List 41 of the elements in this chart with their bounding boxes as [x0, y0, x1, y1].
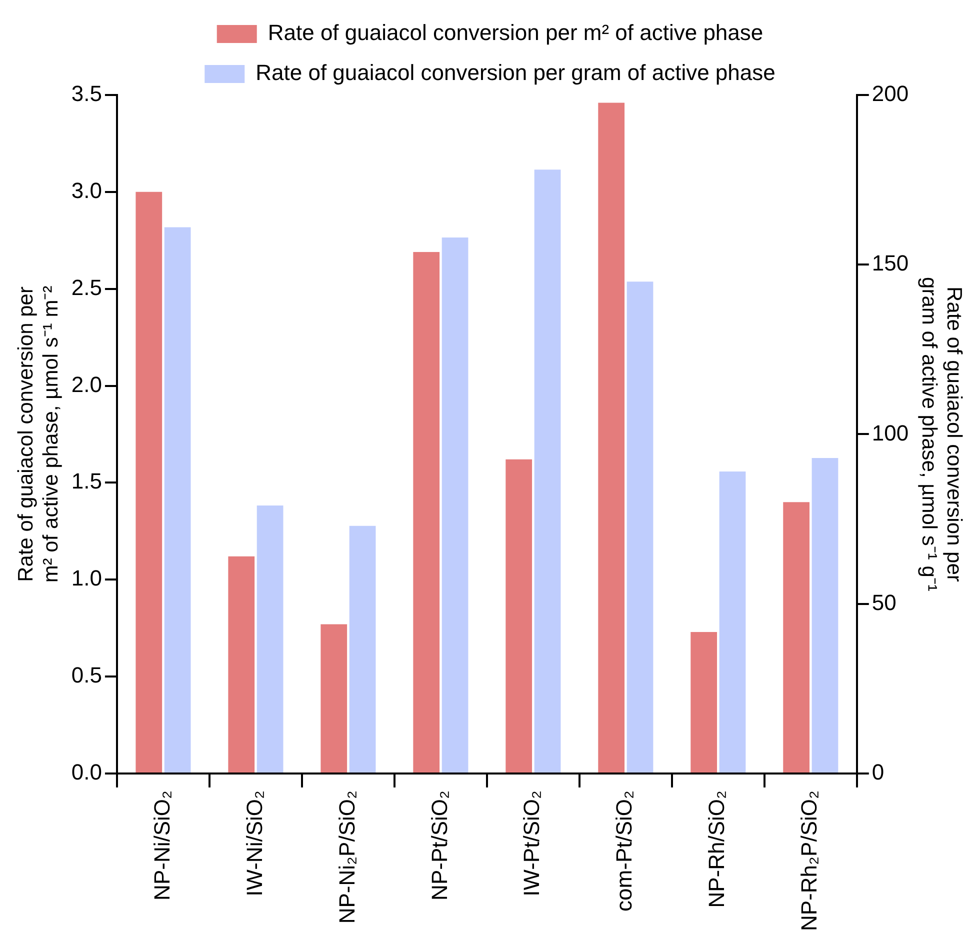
y2-axis-title: Rate of guaiacol conversion per gram of active phase, µmol s⁻¹ g⁻¹	[917, 277, 966, 592]
y-tick-label: 2.0	[71, 372, 102, 397]
y-tick-label: 3.5	[71, 81, 102, 106]
bar	[783, 502, 810, 772]
x-tick-label: NP-Rh₂P/SiO₂	[796, 790, 822, 932]
y-axis-title: Rate of guaiacol conversion per m² of active phase, µmol s⁻¹ m⁻²	[14, 286, 63, 583]
y2-tick-label: 200	[872, 81, 909, 106]
bar	[719, 472, 746, 772]
x-tick-label: IW-Pt/SiO₂	[519, 790, 544, 896]
y-tick-label: 0.5	[71, 662, 102, 688]
bar	[349, 526, 376, 772]
bar	[442, 237, 468, 772]
bar	[413, 252, 440, 772]
bar	[228, 556, 255, 772]
y2-tick-label: 0	[872, 760, 884, 785]
x-tick-label: NP-Pt/SiO₂	[426, 790, 452, 900]
bar	[534, 170, 561, 772]
y-tick-label: 2.5	[71, 274, 102, 300]
x-tick-label: NP-Ni₂P/SiO₂	[334, 790, 360, 924]
x-tick-label: NP-Rh/SiO₂	[704, 790, 730, 908]
y2-tick-label: 50	[872, 590, 896, 615]
legend-label: Rate of guaiacol conversion per gram of active phase	[256, 60, 776, 86]
y2-tick-label: 150	[872, 250, 909, 276]
y-tick-label: 3.0	[71, 178, 102, 203]
bar	[598, 102, 625, 772]
x-tick-label: NP-Ni/SiO₂	[149, 790, 174, 900]
x-tick-label: IW-Ni/SiO₂	[242, 790, 267, 896]
y2-tick-label: 100	[872, 420, 909, 446]
x-tick-label: com-Pt/SiO₂	[612, 790, 637, 912]
y-tick-label: 1.5	[71, 468, 102, 494]
bar	[164, 227, 191, 772]
bar	[812, 458, 838, 772]
legend-label: Rate of guaiacol conversion per m² of active phase	[268, 20, 764, 46]
bar	[320, 624, 348, 772]
bar	[256, 505, 284, 772]
bar	[690, 632, 718, 772]
bar	[626, 282, 654, 772]
bar	[506, 459, 532, 772]
bar	[136, 192, 162, 772]
y-tick-label: 1.0	[71, 566, 102, 591]
y-tick-label: 0.0	[71, 760, 102, 785]
